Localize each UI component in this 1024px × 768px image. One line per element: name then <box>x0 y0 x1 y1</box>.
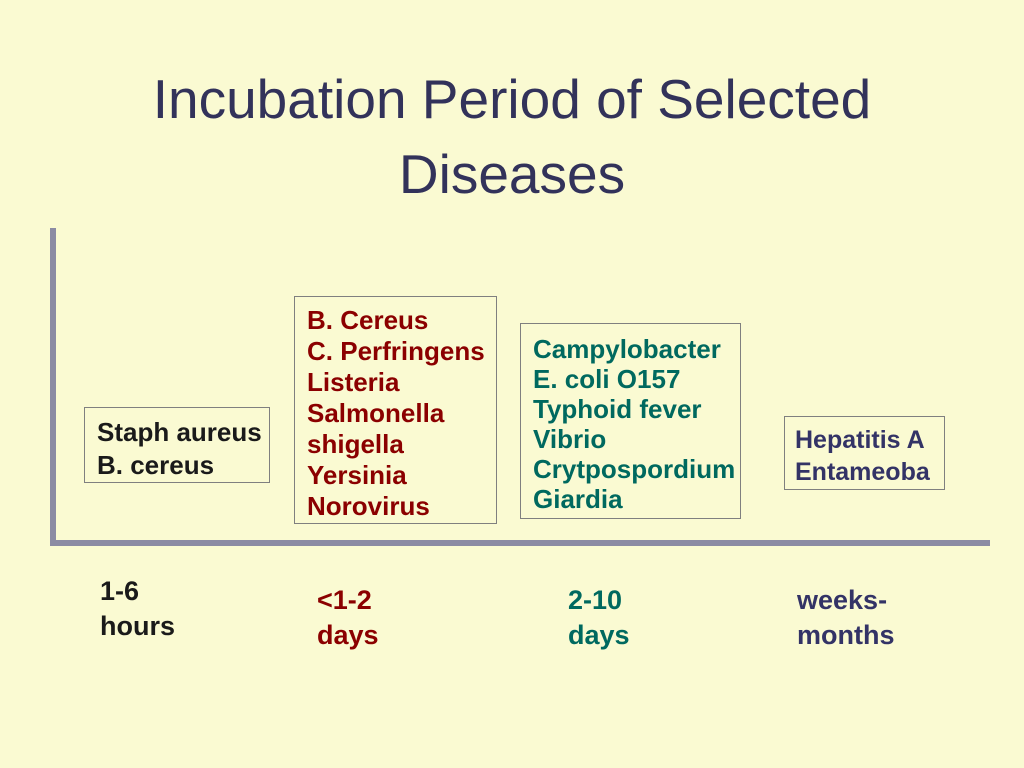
disease-box-days-short: B. Cereus C. Perfringens Listeria Salmon… <box>294 296 497 524</box>
axis-label-days-long: 2-10 days <box>568 583 630 653</box>
x-axis-line <box>50 540 990 546</box>
disease-name: B. Cereus <box>307 305 429 335</box>
slide-title-line1: Incubation Period of Selected <box>152 68 872 130</box>
disease-name: Vibrio <box>533 424 607 454</box>
axis-label-line: weeks- <box>797 585 888 615</box>
axis-label-line: 1-6 <box>100 576 140 606</box>
y-axis-line <box>50 228 56 546</box>
axis-label-line: 2-10 <box>568 585 623 615</box>
disease-name: Hepatitis A <box>795 426 925 454</box>
disease-box-hours: Staph aureus B. cereus <box>84 407 270 483</box>
disease-name: Typhoid fever <box>533 394 702 424</box>
disease-name: E. coli O157 <box>533 364 681 394</box>
slide-title-line2: Diseases <box>398 143 626 205</box>
disease-box-weeks-months: Hepatitis A Entameoba <box>784 416 945 490</box>
axis-label-line: hours <box>100 611 176 641</box>
disease-name: Giardia <box>533 484 623 514</box>
disease-name: Crytpospordium <box>533 454 736 484</box>
axis-label-line: <1-2 <box>317 585 372 615</box>
disease-name: B. cereus <box>97 450 215 480</box>
disease-name: Norovirus <box>307 491 430 521</box>
disease-name: Staph aureus <box>97 417 262 447</box>
disease-box-days-long: Campylobacter E. coli O157 Typhoid fever… <box>520 323 741 519</box>
disease-name: Campylobacter <box>533 334 721 364</box>
axis-label-hours: 1-6 hours <box>100 574 175 644</box>
disease-name: shigella <box>307 429 404 459</box>
disease-name: Entameoba <box>795 458 930 486</box>
axis-label-days-short: <1-2 days <box>317 583 379 653</box>
axis-label-line: days <box>317 620 379 650</box>
slide-title: Incubation Period of Selected Diseases <box>0 62 1024 212</box>
disease-name: Salmonella <box>307 398 445 428</box>
axis-label-line: days <box>568 620 630 650</box>
disease-name: Listeria <box>307 367 400 397</box>
axis-label-weeks-months: weeks- months <box>797 583 895 653</box>
disease-name: Yersinia <box>307 460 407 490</box>
disease-name: C. Perfringens <box>307 336 485 366</box>
axis-label-line: months <box>797 620 895 650</box>
